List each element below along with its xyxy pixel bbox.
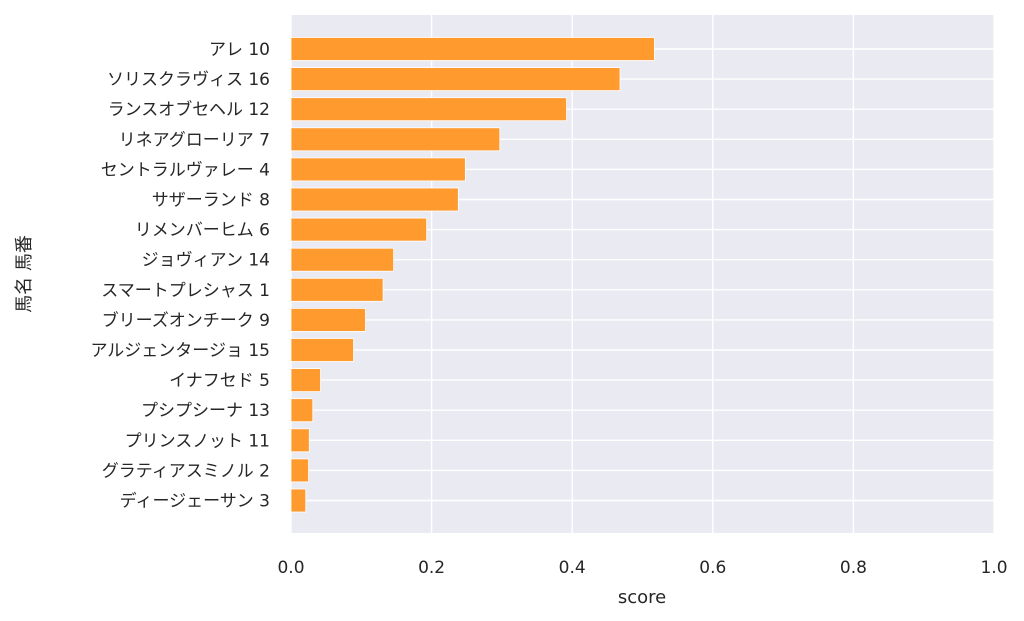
y-tick-label: ランスオブセヘル 12 xyxy=(108,99,270,120)
plot-background xyxy=(291,15,994,533)
bar xyxy=(290,458,309,483)
x-axis-label: score xyxy=(618,587,666,608)
y-tick-label: プリンスノット 11 xyxy=(125,431,270,451)
y-tick-label: イナフセド 5 xyxy=(169,371,270,391)
bar xyxy=(290,157,466,182)
bars xyxy=(290,37,655,513)
x-tick-label: 0.6 xyxy=(699,558,726,578)
x-tick-label: 0.0 xyxy=(277,558,304,578)
y-tick-label: ジョヴィアン 14 xyxy=(142,251,270,271)
y-tick-label: ディージェーサン 3 xyxy=(120,491,270,512)
bar xyxy=(290,488,307,513)
bar xyxy=(290,338,354,362)
y-tick-label: リネアグローリア 7 xyxy=(119,130,270,150)
bar xyxy=(290,187,459,212)
y-tick-label: ソリスクラヴィス 16 xyxy=(107,70,270,90)
bar xyxy=(290,217,428,242)
y-tick-label: サザーランド 8 xyxy=(152,191,270,211)
y-tick-labels: アレ 10 ソリスクラヴィス 16 ランスオブセヘル 12 リネアグローリア 7 セント… xyxy=(90,40,270,512)
y-axis-label: 馬名 馬番 xyxy=(14,235,35,313)
x-tick-label: 0.4 xyxy=(559,558,586,578)
x-tick-labels: 0.0 0.2 0.4 0.6 0.8 1.0 xyxy=(277,558,1007,578)
bar xyxy=(290,97,567,122)
bar xyxy=(290,398,314,423)
y-tick-label: セントラルヴァレー 4 xyxy=(101,160,270,180)
y-tick-label: グラティアスミノル 2 xyxy=(102,461,270,481)
x-tick-label: 1.0 xyxy=(980,558,1007,578)
y-tick-label: リメンバーヒム 6 xyxy=(135,221,270,241)
bar xyxy=(290,127,501,152)
bar xyxy=(290,67,621,91)
y-tick-label: ブリーズオンチーク 9 xyxy=(102,310,270,331)
bar xyxy=(290,428,310,453)
x-tick-label: 0.8 xyxy=(840,558,867,578)
bar xyxy=(290,307,366,332)
bar xyxy=(290,368,321,393)
y-tick-label: スマートプレシャス 1 xyxy=(101,281,270,301)
bar xyxy=(290,247,395,272)
bar xyxy=(290,277,384,302)
y-tick-label: プシプシーナ 13 xyxy=(141,401,270,421)
y-tick-label: アルジェンタージョ 15 xyxy=(90,341,270,361)
y-tick-label: アレ 10 xyxy=(209,40,270,60)
bar xyxy=(290,37,655,61)
x-tick-label: 0.2 xyxy=(418,558,445,578)
